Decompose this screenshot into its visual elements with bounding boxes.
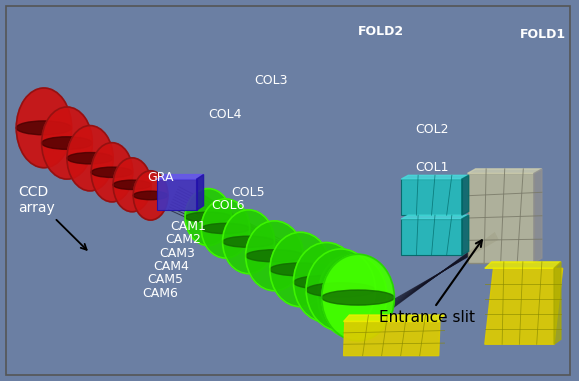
Polygon shape	[462, 215, 468, 255]
Ellipse shape	[270, 232, 331, 307]
Polygon shape	[343, 322, 440, 355]
Text: COL2: COL2	[416, 123, 449, 136]
Ellipse shape	[245, 250, 303, 262]
Ellipse shape	[270, 263, 331, 276]
Ellipse shape	[67, 126, 113, 191]
FancyBboxPatch shape	[157, 179, 197, 210]
Ellipse shape	[222, 210, 274, 274]
Polygon shape	[554, 262, 561, 344]
Text: COL3: COL3	[254, 74, 288, 87]
FancyBboxPatch shape	[401, 179, 462, 215]
Ellipse shape	[133, 191, 168, 200]
Polygon shape	[485, 268, 563, 344]
Polygon shape	[78, 132, 81, 168]
Polygon shape	[122, 163, 123, 193]
Ellipse shape	[91, 142, 133, 202]
Text: COL5: COL5	[231, 186, 265, 199]
Ellipse shape	[113, 180, 151, 189]
Text: COL6: COL6	[211, 199, 244, 212]
Ellipse shape	[245, 221, 303, 291]
Ellipse shape	[322, 290, 394, 305]
Ellipse shape	[133, 171, 168, 220]
Ellipse shape	[16, 121, 72, 135]
Ellipse shape	[318, 289, 387, 303]
Ellipse shape	[294, 275, 359, 289]
Text: GRA: GRA	[148, 171, 174, 184]
Ellipse shape	[222, 236, 274, 247]
Polygon shape	[197, 174, 204, 210]
Polygon shape	[462, 175, 468, 215]
Ellipse shape	[185, 212, 231, 222]
Ellipse shape	[306, 249, 375, 331]
Ellipse shape	[42, 137, 92, 149]
Polygon shape	[485, 262, 561, 268]
Text: COL4: COL4	[208, 108, 241, 121]
Text: CAM1: CAM1	[171, 220, 207, 233]
Ellipse shape	[42, 107, 92, 179]
Text: CAM5: CAM5	[148, 273, 184, 286]
Text: COL1: COL1	[416, 161, 449, 174]
Ellipse shape	[113, 158, 151, 212]
Polygon shape	[534, 169, 542, 263]
Polygon shape	[401, 215, 468, 219]
Ellipse shape	[318, 254, 387, 338]
Ellipse shape	[185, 189, 231, 245]
Ellipse shape	[201, 199, 250, 258]
Text: CAM3: CAM3	[159, 247, 195, 259]
Text: CAM4: CAM4	[153, 260, 189, 273]
Ellipse shape	[67, 152, 113, 164]
Ellipse shape	[322, 254, 394, 341]
Polygon shape	[197, 190, 369, 324]
Ellipse shape	[294, 243, 359, 322]
Polygon shape	[141, 177, 142, 203]
Text: Entrance slit: Entrance slit	[379, 240, 482, 325]
FancyBboxPatch shape	[468, 173, 534, 263]
Polygon shape	[101, 149, 102, 181]
Ellipse shape	[91, 167, 133, 178]
Ellipse shape	[201, 223, 250, 234]
Polygon shape	[468, 169, 542, 173]
Polygon shape	[343, 315, 445, 322]
Text: FOLD1: FOLD1	[519, 28, 566, 42]
Ellipse shape	[16, 88, 72, 168]
Polygon shape	[53, 116, 59, 154]
Text: CCD
array: CCD array	[18, 185, 87, 250]
Text: CAM2: CAM2	[165, 233, 201, 247]
Text: FOLD2: FOLD2	[358, 24, 404, 38]
Ellipse shape	[306, 283, 375, 297]
Text: CAM6: CAM6	[142, 287, 178, 300]
FancyBboxPatch shape	[401, 219, 462, 255]
Polygon shape	[401, 175, 468, 179]
Polygon shape	[157, 174, 204, 179]
